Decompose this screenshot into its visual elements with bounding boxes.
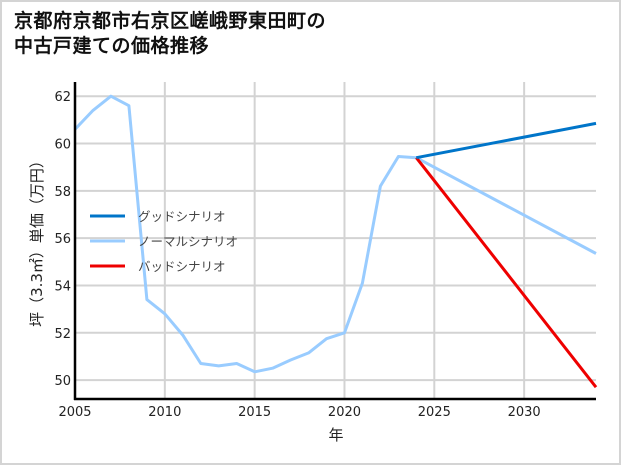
x-tick-label: 2010	[148, 405, 181, 420]
y-tick-label: 50	[54, 374, 71, 389]
x-axis-label: 年	[328, 426, 343, 444]
series-line-1	[73, 94, 597, 374]
x-tick-label: 2020	[328, 405, 361, 420]
x-tick-label: 2015	[238, 405, 271, 420]
y-tick-label: 60	[54, 138, 71, 153]
legend-label: ノーマルシナリオ	[138, 234, 238, 249]
series-line-2	[415, 156, 598, 389]
series-lines	[73, 94, 598, 389]
axes	[73, 82, 596, 401]
y-tick-label: 52	[54, 327, 71, 342]
x-tick-label: 2005	[58, 405, 91, 420]
y-tick-label: 54	[54, 279, 71, 294]
chart-title: 京都府京都市右京区嵯峨野東田町の 中古戸建ての価格推移	[14, 9, 326, 59]
y-tick-label: 62	[54, 90, 71, 105]
chart-title-line-2: 中古戸建ての価格推移	[14, 35, 210, 57]
series-line-0	[416, 121, 597, 160]
grid-lines	[75, 82, 596, 399]
y-axis-label: 坪（3.3㎡）単価（万円）	[28, 153, 46, 327]
tick-labels: 2005 2010 2015 2020 2025 2030 50 52 54 56 58 60 62	[54, 90, 540, 420]
legend-label: バッドシナリオ	[138, 259, 226, 274]
y-tick-label: 58	[54, 185, 71, 200]
x-tick-label: 2030	[508, 405, 541, 420]
chart-title-line-1: 京都府京都市右京区嵯峨野東田町の	[14, 10, 327, 32]
x-tick-label: 2025	[418, 405, 451, 420]
legend-label: グッドシナリオ	[138, 209, 226, 224]
y-tick-label: 56	[54, 232, 71, 247]
